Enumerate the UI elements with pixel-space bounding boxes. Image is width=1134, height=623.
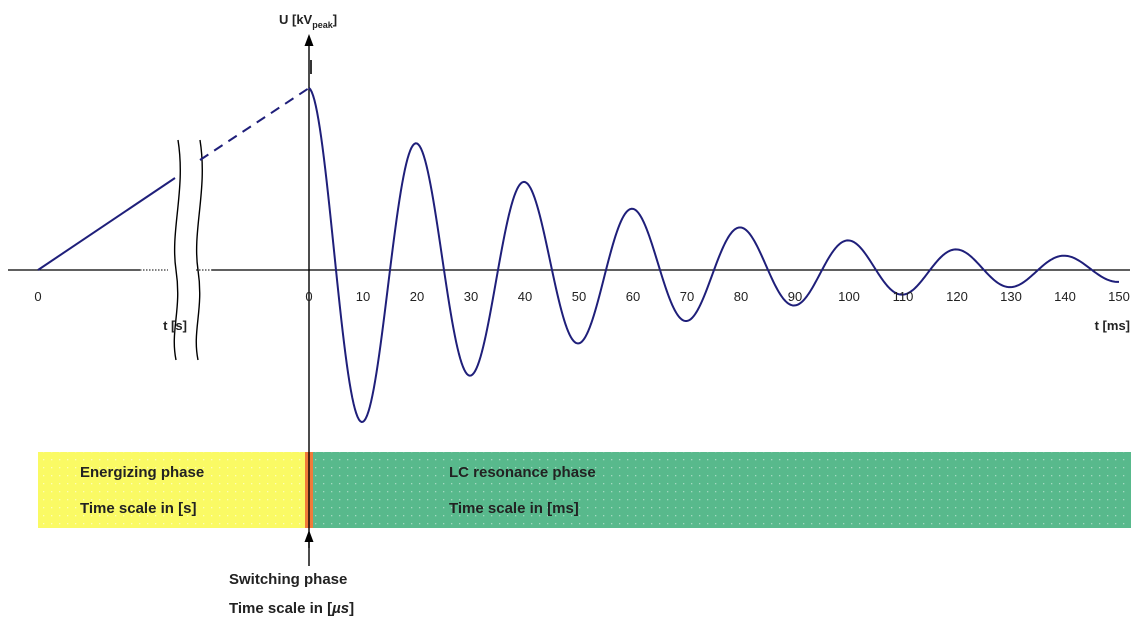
lc-resonance-phase-time-scale: Time scale in [ms] (449, 500, 579, 517)
ms-tick-label: 10 (356, 289, 370, 304)
ms-tick-label: 50 (572, 289, 586, 304)
ms-axis-tick-labels: 0 10 20 30 40 50 60 70 80 90 100 110 120 130 140 150 (305, 289, 1129, 304)
ms-tick-label: 30 (464, 289, 478, 304)
switching-phase-time-scale: Time scale in [µs] (229, 600, 354, 617)
ms-tick-label: 130 (1000, 289, 1022, 304)
switching-pointer-arrowhead (304, 530, 314, 542)
left-axis-zero-tick: 0 (34, 289, 41, 304)
lc-resonance-phase-band-texture (313, 452, 1131, 528)
left-time-axis-label: t [s] (163, 318, 187, 333)
ms-tick-label: 120 (946, 289, 968, 304)
energizing-phase-band-texture (38, 452, 305, 528)
left-axis-labels: 0 t [s] (34, 289, 187, 333)
voltage-axis: U [kVpeak] (279, 12, 337, 548)
ms-tick-label: 20 (410, 289, 424, 304)
ramp-solid-segment (37, 177, 176, 271)
voltage-axis-label-subscript: peak (312, 20, 334, 30)
axis-break-marks (173, 139, 203, 361)
ms-tick-label: 140 (1054, 289, 1076, 304)
ms-tick-label: 60 (626, 289, 640, 304)
microsecond-unit: µs (331, 600, 349, 617)
switching-phase-pointer (304, 530, 314, 566)
ms-tick-label: 80 (734, 289, 748, 304)
switching-phase-caption: Switching phase Time scale in [µs] (229, 571, 354, 617)
energizing-ramp (37, 87, 310, 271)
energizing-phase-time-scale: Time scale in [s] (80, 500, 196, 517)
voltage-axis-arrowhead (304, 34, 314, 46)
ms-tick-label: 150 (1108, 289, 1130, 304)
ms-tick-label: 90 (788, 289, 802, 304)
energizing-phase-title: Energizing phase (80, 464, 204, 481)
switching-phase-title: Switching phase (229, 571, 347, 588)
ms-tick-label: 0 (305, 289, 312, 304)
ms-tick-label: 110 (893, 289, 914, 304)
lc-resonance-waveform (308, 87, 1120, 423)
ramp-dashed-segment (199, 87, 310, 161)
phase-bands: Energizing phase Time scale in [s] LC re… (38, 452, 1131, 528)
axis-break-left-stroke (173, 139, 181, 361)
voltage-axis-label: U [kVpeak] (279, 12, 337, 30)
lc-resonance-phase-title: LC resonance phase (449, 464, 596, 481)
ms-tick-label: 100 (838, 289, 860, 304)
ms-time-axis-label: t [ms] (1095, 318, 1130, 333)
axis-break-right-stroke (195, 139, 203, 361)
ms-tick-label: 40 (518, 289, 532, 304)
ms-tick-label: 70 (680, 289, 694, 304)
